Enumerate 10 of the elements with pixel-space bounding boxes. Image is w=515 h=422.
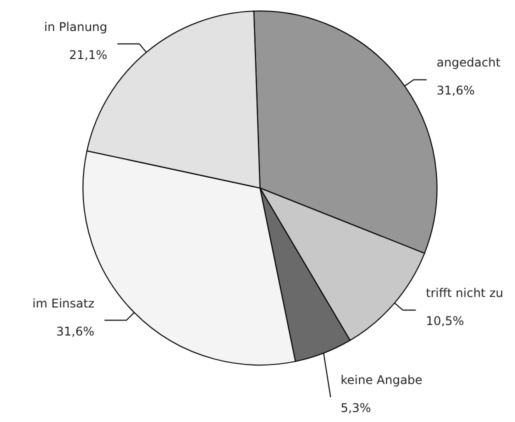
data-label: 10,5%	[426, 314, 464, 328]
slice-label: angedacht	[436, 56, 501, 70]
slice-label: keine Angabe	[340, 373, 422, 388]
slice-label: trifft nicht zu	[426, 286, 504, 300]
data-label: 31,6%	[436, 84, 475, 98]
data-label: 31,6%	[56, 324, 94, 338]
slice-label: im Einsatz	[32, 296, 94, 310]
data-label: 5,3%	[340, 401, 372, 416]
slice-label: in Planung	[44, 20, 108, 34]
data-label: 21,1%	[69, 48, 108, 62]
